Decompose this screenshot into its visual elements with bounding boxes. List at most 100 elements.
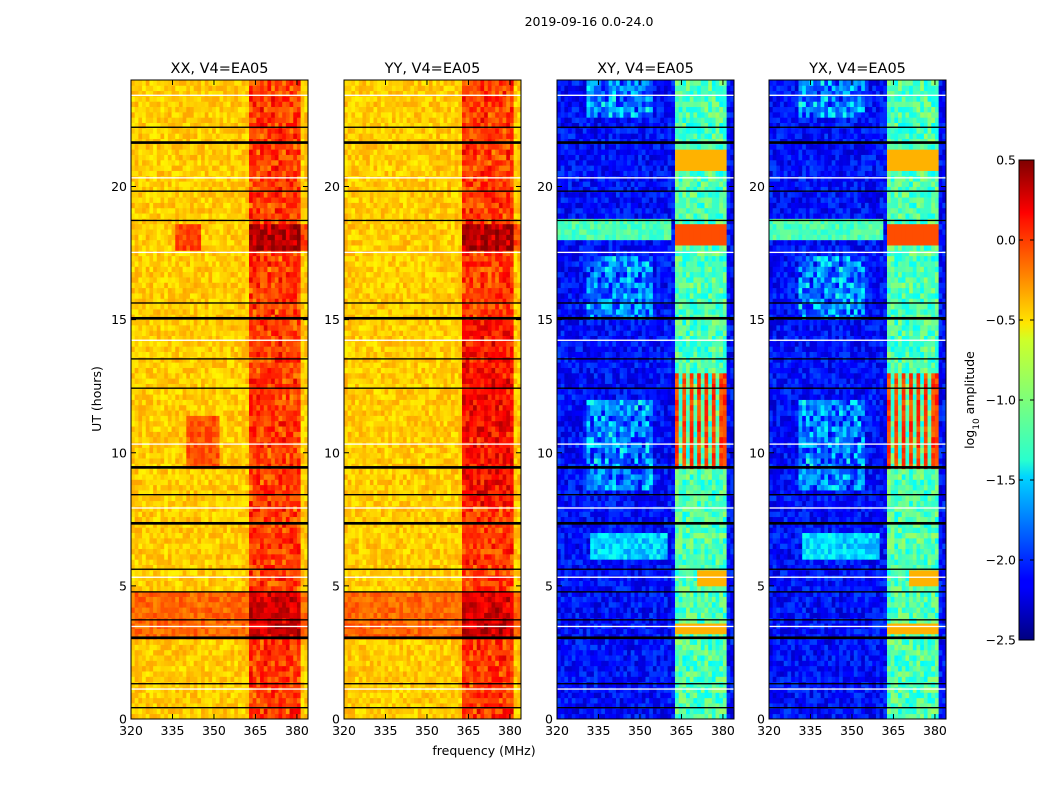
heatmap-cell xyxy=(245,383,250,390)
heatmap-cell xyxy=(278,543,283,549)
heatmap-cell xyxy=(149,404,154,411)
heatmap-cell xyxy=(131,484,136,491)
heatmap-cell xyxy=(164,165,169,171)
heatmap-cell xyxy=(197,298,202,305)
heatmap-cell xyxy=(304,420,309,427)
heatmap-cell xyxy=(234,340,239,347)
heatmap-cell xyxy=(190,394,195,400)
heatmap-cell xyxy=(201,282,206,289)
heatmap-cell xyxy=(285,436,290,443)
heatmap-cell xyxy=(234,612,239,619)
heatmap-cell xyxy=(175,170,180,177)
heatmap-cell xyxy=(201,383,206,390)
heatmap-cell xyxy=(186,495,191,502)
heatmap-cell xyxy=(300,282,305,289)
heatmap-cell xyxy=(160,298,165,305)
heatmap-cell xyxy=(178,303,184,310)
heatmap-cell xyxy=(263,564,268,571)
heatmap-cell xyxy=(223,175,228,182)
heatmap-cell xyxy=(282,607,287,613)
heatmap-cell xyxy=(296,197,302,203)
heatmap-cell xyxy=(234,399,239,406)
heatmap-cell xyxy=(252,170,257,177)
heatmap-cell xyxy=(256,548,261,555)
heatmap-cell xyxy=(190,660,195,667)
heatmap-cell xyxy=(156,500,161,507)
heatmap-cell xyxy=(208,170,213,177)
heatmap-cell xyxy=(197,474,202,480)
heatmap-cell xyxy=(223,346,228,352)
heatmap-cell xyxy=(138,410,143,416)
heatmap-cell xyxy=(175,713,180,720)
heatmap-cell xyxy=(156,692,161,699)
heatmap-cell xyxy=(282,687,287,693)
heatmap-cell xyxy=(249,356,254,363)
heatmap-cell xyxy=(237,607,243,613)
heatmap-cell xyxy=(241,628,246,635)
heatmap-cell xyxy=(256,596,261,603)
heatmap-cell xyxy=(289,436,294,443)
heatmap-cell xyxy=(190,532,195,539)
heatmap-cell xyxy=(219,628,224,635)
heatmap-cell xyxy=(252,298,257,305)
heatmap-cell xyxy=(190,639,195,645)
heatmap-cell xyxy=(271,527,276,534)
heatmap-cell xyxy=(260,442,265,448)
heatmap-cell xyxy=(149,644,154,651)
heatmap-cell xyxy=(149,458,154,464)
heatmap-cell xyxy=(182,591,187,597)
heatmap-cell xyxy=(178,500,184,507)
heatmap-cell xyxy=(156,521,161,528)
heatmap-cell xyxy=(149,628,154,635)
heatmap-cell xyxy=(300,431,305,438)
heatmap-cell xyxy=(241,245,246,251)
heatmap-cell xyxy=(142,474,147,480)
heatmap-cell xyxy=(131,324,136,331)
heatmap-cell xyxy=(241,250,246,257)
heatmap-cell xyxy=(193,234,198,241)
heatmap-cell xyxy=(234,356,239,363)
heatmap-cell xyxy=(208,607,213,613)
heatmap-cell xyxy=(204,404,209,411)
heatmap-cell xyxy=(260,202,265,209)
heatmap-cell xyxy=(212,202,217,209)
heatmap-cell xyxy=(190,436,195,443)
heatmap-cell xyxy=(237,585,243,592)
heatmap-cell xyxy=(282,351,287,358)
heatmap-cell xyxy=(274,229,279,235)
heatmap-cell xyxy=(178,165,184,171)
heatmap-cell xyxy=(230,410,235,416)
heatmap-cell xyxy=(201,170,206,177)
heatmap-cell xyxy=(274,181,279,187)
heatmap-cell xyxy=(245,186,250,193)
heatmap-cell xyxy=(149,713,154,720)
heatmap-cell xyxy=(230,229,235,235)
heatmap-cell xyxy=(145,356,150,363)
heatmap-cell xyxy=(263,506,268,512)
heatmap-cell xyxy=(249,367,254,374)
heatmap-cell xyxy=(160,506,165,512)
heatmap-cell xyxy=(274,447,279,454)
heatmap-cell xyxy=(204,388,209,395)
heatmap-cell xyxy=(300,277,305,283)
heatmap-cell xyxy=(134,580,139,587)
heatmap-cell xyxy=(230,591,235,597)
heatmap-cell xyxy=(252,527,257,534)
heatmap-cell xyxy=(197,639,202,645)
heatmap-cell xyxy=(256,447,261,454)
heatmap-cell xyxy=(278,388,283,395)
heatmap-cell xyxy=(271,500,276,507)
heatmap-cell xyxy=(282,516,287,523)
heatmap-cell xyxy=(241,229,246,235)
heatmap-cell xyxy=(215,596,220,603)
heatmap-cell xyxy=(160,692,165,699)
heatmap-cell xyxy=(300,569,305,576)
heatmap-cell xyxy=(149,362,154,368)
heatmap-cell xyxy=(201,511,206,518)
heatmap-cell xyxy=(219,170,224,177)
heatmap-cell xyxy=(252,671,257,677)
heatmap-cell xyxy=(219,415,224,422)
heatmap-cell xyxy=(182,713,187,720)
heatmap-cell xyxy=(186,181,191,187)
heatmap-cell xyxy=(278,319,283,326)
